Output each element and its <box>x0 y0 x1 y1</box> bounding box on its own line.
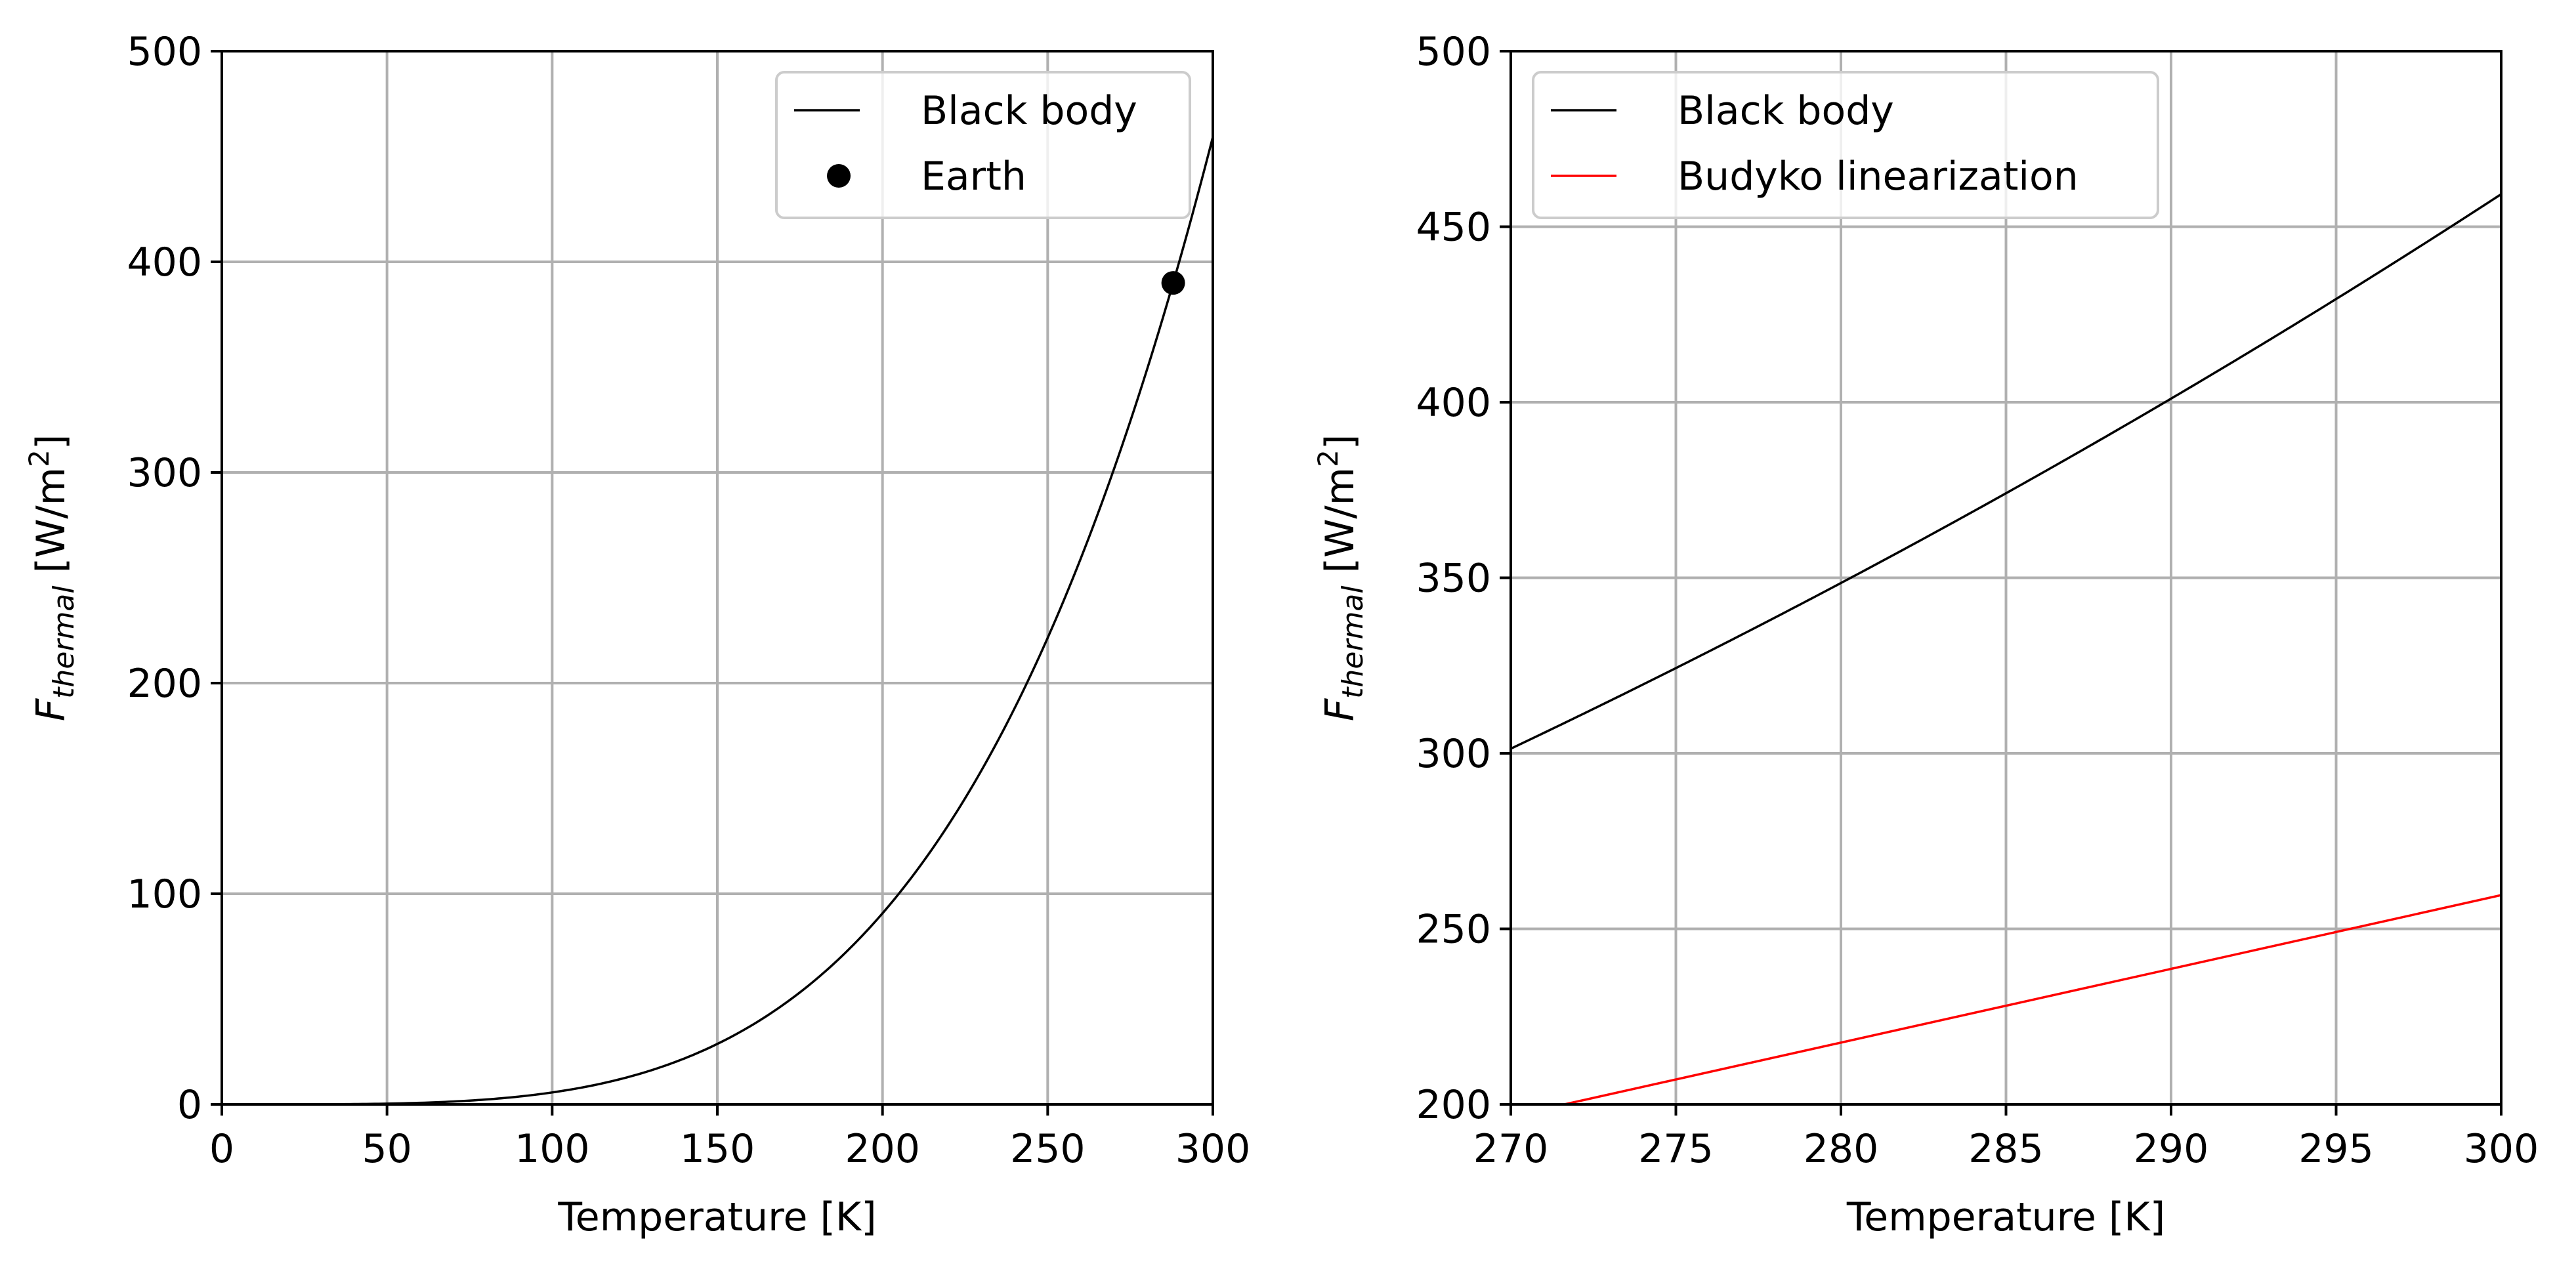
y-axis-label: Fthermal [W/m2] <box>23 434 81 722</box>
x-tick-label: 300 <box>1175 1126 1251 1172</box>
x-axis-label: Temperature [K] <box>1846 1194 2165 1240</box>
y-tick-label: 500 <box>127 29 202 75</box>
x-tick-label: 0 <box>209 1126 234 1172</box>
legend-point-swatch <box>827 164 851 188</box>
legend-box <box>1532 71 2159 219</box>
y-tick-label: 300 <box>1416 731 1491 777</box>
y-tick-label: 100 <box>127 871 202 917</box>
x-tick-label: 270 <box>1473 1126 1549 1172</box>
x-axis-label: Temperature [K] <box>557 1194 876 1240</box>
x-tick-label: 50 <box>362 1126 412 1172</box>
y-tick-label: 500 <box>1416 29 1491 75</box>
y-axis-label: Fthermal [W/m2] <box>1312 434 1370 722</box>
x-tick-label: 150 <box>680 1126 755 1172</box>
x-tick-label: 100 <box>515 1126 590 1172</box>
y-tick-label: 350 <box>1416 556 1491 602</box>
series-line-black-body <box>1511 193 2501 750</box>
x-tick-label: 275 <box>1638 1126 1714 1172</box>
series-line-budyko-linearization <box>1559 894 2501 1104</box>
y-tick-label: 400 <box>1416 380 1491 426</box>
legend-box <box>775 71 1191 219</box>
y-tick-label: 200 <box>1416 1082 1491 1128</box>
x-tick-label: 200 <box>845 1126 920 1172</box>
y-tick-label: 450 <box>1416 205 1491 251</box>
y-tick-label: 0 <box>177 1082 202 1128</box>
data-point-earth <box>1161 271 1185 295</box>
x-tick-label: 250 <box>1010 1126 1086 1172</box>
y-tick-label: 200 <box>127 661 202 707</box>
x-tick-label: 295 <box>2298 1126 2374 1172</box>
y-tick-label: 400 <box>127 240 202 285</box>
legend-entry-label: Earth <box>921 154 1026 199</box>
left-plot: 0 50 100 150 200 250 300 0 100 200 300 400 500 Temper… <box>23 29 1250 1240</box>
x-tick-label: 290 <box>2134 1126 2209 1172</box>
x-tick-label: 280 <box>1804 1126 1879 1172</box>
y-tick-label: 250 <box>1416 907 1491 953</box>
legend-entry-label: Budyko linearization <box>1678 154 2079 199</box>
x-tick-label: 300 <box>2464 1126 2539 1172</box>
right-plot: 270 275 280 285 290 295 300 200 250 300 350 400 450 5… <box>1312 29 2539 1240</box>
legend-entry-label: Black body <box>1678 88 1894 134</box>
y-tick-label: 300 <box>127 450 202 496</box>
legend-entry-label: Black body <box>921 88 1137 134</box>
x-tick-label: 285 <box>1968 1126 2044 1172</box>
